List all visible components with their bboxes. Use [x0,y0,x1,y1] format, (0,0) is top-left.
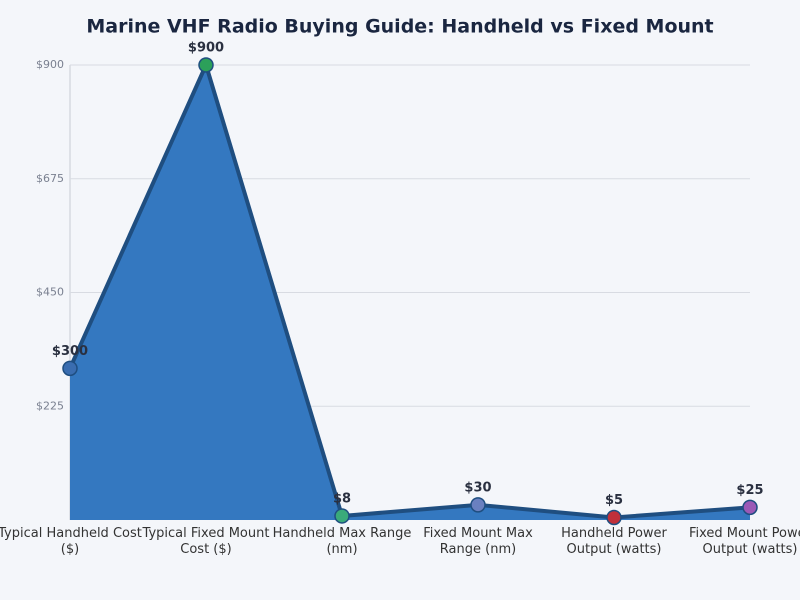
value-label: $5 [605,493,623,508]
x-tick-label: Fixed Mount Max Range (nm) [423,526,533,557]
data-point [470,497,486,513]
data-point [198,57,214,73]
x-tick-label: Typical Fixed Mount Cost ($) [142,526,270,557]
x-tick-label: Typical Handheld Cost ($) [0,526,142,557]
value-label: $8 [333,491,351,506]
y-tick-label: $900 [36,58,64,71]
data-point [742,499,758,516]
data-point [62,360,78,377]
data-point [606,509,622,526]
value-label: $30 [464,480,491,495]
y-tick-label: $450 [36,286,64,299]
value-label: $900 [188,41,224,56]
y-tick-label: $225 [36,399,64,412]
chart-title: Marine VHF Radio Buying Guide: Handheld … [86,16,713,38]
x-tick-label: Handheld Max Range (nm) [272,526,412,557]
x-tick-label: Fixed Mount Power Output (watts) [688,526,800,557]
x-tick-label: Handheld Power Output (watts) [561,526,667,557]
area-line [68,63,751,520]
value-label: $300 [52,344,88,359]
y-tick-label: $675 [36,172,64,185]
data-point [334,508,350,524]
value-label: $25 [736,483,763,498]
